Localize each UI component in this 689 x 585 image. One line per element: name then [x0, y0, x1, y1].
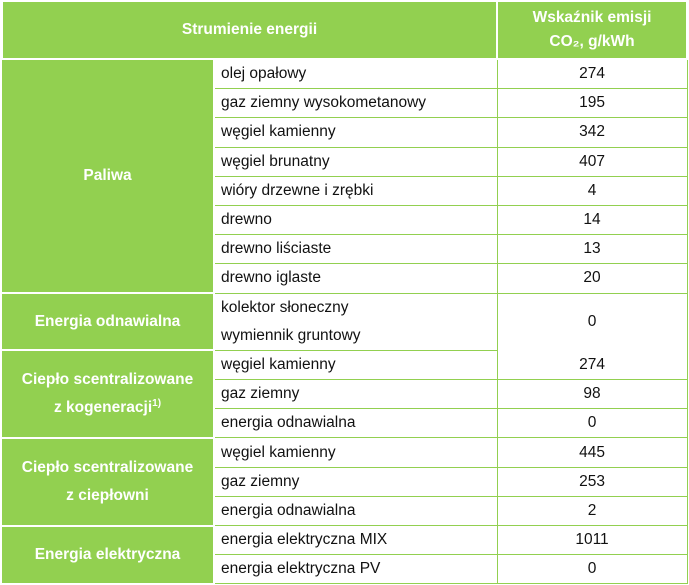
- row-value: 1011: [496, 525, 688, 556]
- header-emission-factor: Wskaźnik emisji CO₂, g/kWh: [496, 0, 689, 60]
- group-label-line1: Ciepło scentralizowane: [21, 371, 194, 389]
- table-row: gaz ziemny 98: [2, 379, 688, 410]
- group-electricity: Energia elektryczna: [2, 524, 215, 585]
- table-row: drewno iglaste 20: [2, 263, 688, 294]
- header-emission-line2: CO₂, g/kWh: [549, 33, 635, 50]
- row-value: 253: [496, 467, 688, 497]
- table-row: gaz ziemny 253: [2, 467, 688, 497]
- table-row: Paliwa olej opałowy 274: [2, 58, 688, 294]
- table-row: energia odnawialna 0: [2, 408, 688, 439]
- group-district-heat-cogeneration: Ciepło scentralizowane z kogeneracji1): [2, 349, 215, 439]
- row-name: energia odnawialna: [213, 496, 498, 527]
- table-row: drewno 14: [2, 205, 688, 236]
- table-row: Ciepło scentralizowane z kogeneracji1) w…: [2, 349, 688, 439]
- row-name: drewno: [213, 205, 498, 236]
- row-name: drewno iglaste: [213, 263, 498, 294]
- table-row: Ciepło scentralizowane z ciepłowni węgie…: [2, 436, 688, 527]
- row-value: 0: [496, 554, 688, 585]
- row-name: energia odnawialna: [213, 408, 498, 439]
- group-label-line2: z ciepłowni: [66, 486, 149, 504]
- row-name: energia elektryczna PV: [213, 554, 498, 585]
- row-name: gaz ziemny wysokometanowy: [213, 88, 498, 119]
- row-value: 20: [496, 263, 688, 294]
- row-name: kolektor słoneczny: [213, 293, 498, 322]
- row-value: 4: [496, 176, 688, 206]
- row-name: wióry drzewne i zrębki: [213, 176, 498, 206]
- row-value: 274: [496, 350, 688, 381]
- row-value: 195: [496, 88, 688, 119]
- row-name: węgiel kamienny: [213, 350, 498, 381]
- row-name: węgiel brunatny: [213, 147, 498, 177]
- footnote-marker: 1): [152, 398, 162, 410]
- row-name: gaz ziemny: [213, 379, 498, 410]
- row-name: węgiel kamienny: [213, 437, 498, 468]
- row-value: 2: [496, 496, 688, 527]
- group-district-heat-plant: Ciepło scentralizowane z ciepłowni: [2, 436, 215, 527]
- row-name: energia elektryczna MIX: [213, 525, 498, 556]
- header-energy-streams: Strumienie energii: [0, 0, 499, 60]
- row-value: 14: [496, 205, 688, 236]
- row-value: 342: [496, 117, 688, 148]
- table-row: Energia elektryczna energia elektryczna …: [2, 524, 688, 585]
- row-value: 13: [496, 234, 688, 265]
- table-row: wióry drzewne i zrębki 4: [2, 176, 688, 206]
- row-name: węgiel kamienny: [213, 117, 498, 148]
- header-emission-line1: Wskaźnik emisji: [532, 9, 652, 26]
- row-name: gaz ziemny: [213, 467, 498, 497]
- row-name: drewno liściaste: [213, 234, 498, 265]
- table-row: Energia odnawialna kolektor słoneczny 0: [2, 291, 688, 351]
- table-row: energia odnawialna 2: [2, 496, 688, 527]
- table-row: węgiel brunatny 407: [2, 147, 688, 177]
- group-label-line1: Ciepło scentralizowane: [21, 458, 194, 476]
- table-row: gaz ziemny wysokometanowy 195: [2, 88, 688, 119]
- row-value: 0: [496, 408, 688, 439]
- table-row: węgiel kamienny 342: [2, 117, 688, 148]
- table-row: wymiennik gruntowy: [2, 321, 687, 351]
- table-row: drewno liściaste 13: [2, 234, 688, 265]
- row-name: wymiennik gruntowy: [213, 321, 498, 351]
- row-value: 445: [496, 437, 688, 468]
- row-value: 407: [496, 147, 688, 177]
- group-renewable-energy: Energia odnawialna: [2, 291, 215, 351]
- header-row: Strumienie energii Wskaźnik emisji CO₂, …: [0, 0, 689, 60]
- row-value: 98: [496, 379, 688, 410]
- row-name: olej opałowy: [213, 59, 498, 90]
- row-value: 0: [496, 293, 688, 351]
- group-label-line2: z kogeneracji: [53, 399, 153, 417]
- group-fuels: Paliwa: [2, 58, 215, 294]
- row-value: 274: [496, 59, 688, 90]
